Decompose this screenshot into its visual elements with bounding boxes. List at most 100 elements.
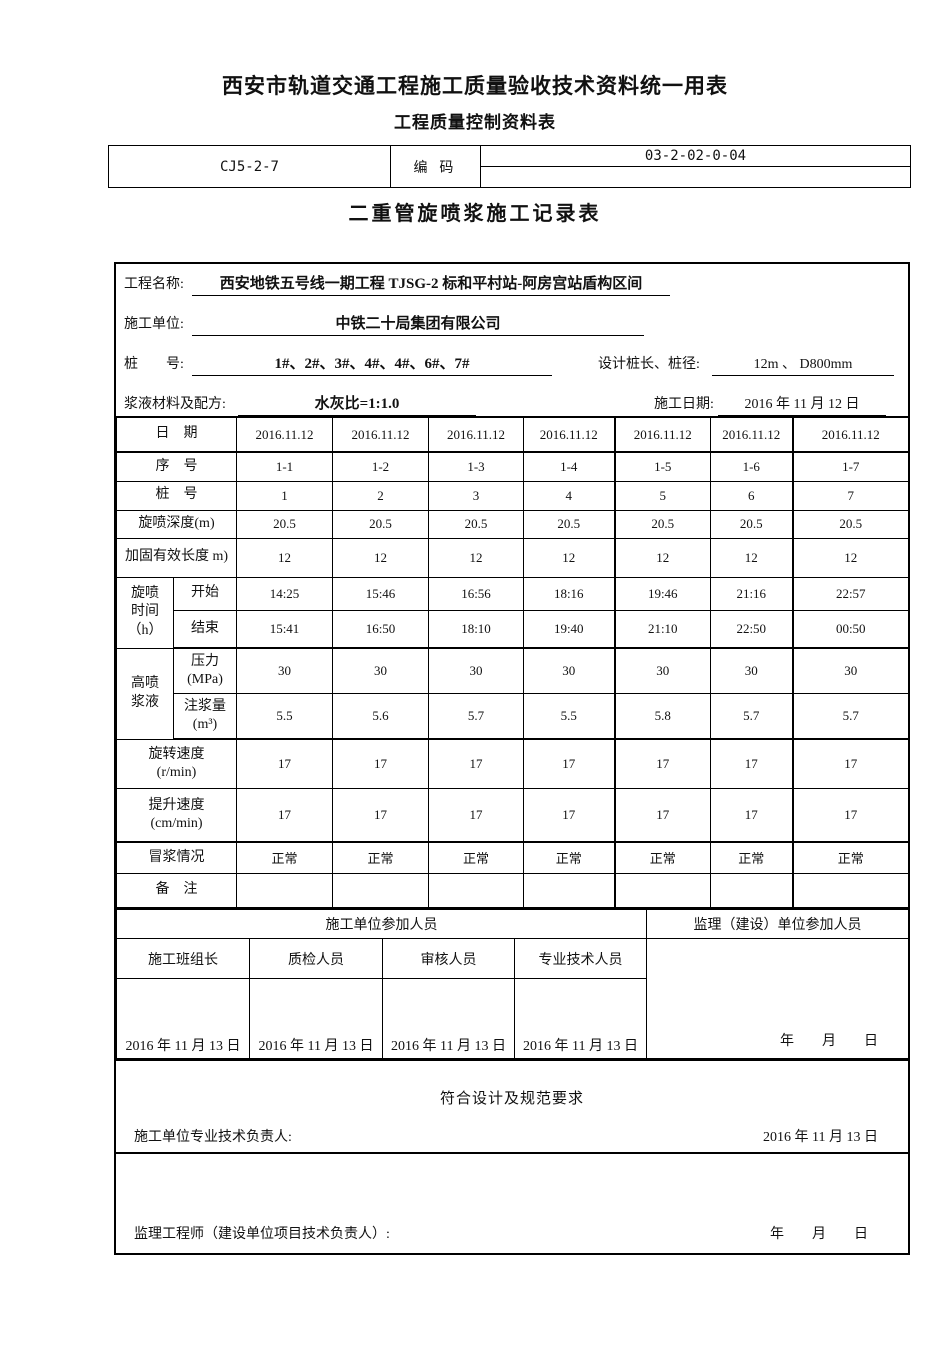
grid-cell: 2016.11.12 [791,416,908,453]
contractor-signoff-section: 符合设计及规范要求 施工单位专业技术负责人: 2016 年 11 月 13 日 [116,1059,908,1152]
grid-cell: 16:56 [428,576,524,611]
grid-cell: 5.5 [236,692,333,740]
role-technical-staff: 专业技术人员 [514,938,647,979]
grid-cell: 30 [428,647,524,694]
grid-cell [613,872,711,908]
grid-cell: 1-1 [236,451,333,482]
grid-cell: 17 [332,787,429,843]
project-name-label: 工程名称: [124,277,184,292]
grid-cell: 12 [236,537,333,578]
grid-cell: 17 [428,738,524,789]
code-table: CJ5-2-7 编 码 03-2-02-0-04 [108,145,911,188]
grid-cell: 正常 [332,841,429,874]
grid-cell: 4 [523,480,615,511]
row-group-jet-grout: 高喷 浆液 [116,647,174,740]
grid-cell: 12 [428,537,524,578]
grid-cell [710,872,793,908]
grid-cell: 3 [428,480,524,511]
form-number: CJ5-2-7 [108,145,391,188]
row-label-pile: 桩 号 [116,480,237,511]
grid-cell: 12 [710,537,793,578]
pile-no-label: 桩 号: [124,357,184,372]
grid-cell: 22:57 [791,576,908,611]
design-label: 设计桩长、桩径: [598,357,700,372]
row-label-grout-volume: 注浆量 (m³) [173,692,237,740]
signature-date: 2016 年 11 月 13 日 [514,978,647,1059]
grid-cell: 1-4 [523,451,615,482]
grid-cell: 5.8 [613,692,711,740]
grid-cell: 2016.11.12 [236,416,333,453]
grid-cell: 5 [613,480,711,511]
grid-cell: 2016.11.12 [613,416,711,453]
grid-cell: 14:25 [236,576,333,611]
grid-cell: 12 [791,537,908,578]
grid-cell: 12 [332,537,429,578]
supervisor-sign-area: 年 月 日 [646,938,908,1059]
grid-cell: 18:16 [523,576,615,611]
grid-cell: 1-7 [791,451,908,482]
grid-cell: 2016.11.12 [523,416,615,453]
grid-cell: 2016.11.12 [332,416,429,453]
tech-leader-date: 2016 年 11 月 13 日 [763,1130,878,1145]
date-value: 2016 年 11 月 12 日 [718,394,886,416]
grid-cell: 19:40 [523,609,615,649]
supervisor-participants-header: 监理（建设）单位参加人员 [646,908,908,939]
role-quality-inspector: 质检人员 [249,938,383,979]
conclusion-text: 符合设计及规范要求 [439,1091,584,1107]
grid-cell: 20.5 [791,509,908,539]
row-label-slurry-return: 冒浆情况 [116,841,237,874]
grid-cell: 30 [710,647,793,694]
grid-cell: 17 [428,787,524,843]
grid-cell: 正常 [613,841,711,874]
sub-title: 工程质量控制资料表 [394,113,556,132]
form-title: 二重管旋喷浆施工记录表 [348,203,602,225]
contractor-participants-header: 施工单位参加人员 [116,908,647,939]
record-form: 工程名称: 西安地铁五号线一期工程 TJSG-2 标和平村站-阿房宫站盾构区间 … [114,262,910,1255]
grid-cell: 21:10 [613,609,711,649]
grid-cell: 15:46 [332,576,429,611]
grid-cell [428,872,524,908]
grid-cell: 30 [236,647,333,694]
row-label-date: 日 期 [116,416,237,453]
code-value-blank [480,166,911,188]
grid-cell [791,872,908,908]
grid-cell: 20.5 [236,509,333,539]
grid-cell: 30 [791,647,908,694]
row-label-start: 开始 [173,576,237,611]
grid-cell: 22:50 [710,609,793,649]
grid-cell: 1-2 [332,451,429,482]
grid-cell: 30 [332,647,429,694]
grid-cell: 17 [236,738,333,789]
project-name-value: 西安地铁五号线一期工程 TJSG-2 标和平村站-阿房宫站盾构区间 [192,274,670,296]
grid-cell: 12 [613,537,711,578]
supervisor-signoff-section: 监理工程师（建设单位项目技术负责人）: 年 月 日 [116,1152,908,1253]
grid-cell: 正常 [236,841,333,874]
participants-table: 施工单位参加人员 监理（建设）单位参加人员 施工班组长 质检人员 审核人员 专业… [116,907,908,1059]
grid-cell [332,872,429,908]
row-label-depth: 旋喷深度(m) [116,509,237,539]
grid-cell: 12 [523,537,615,578]
row-label-lift-speed: 提升速度 (cm/min) [116,787,237,843]
grid-cell: 17 [332,738,429,789]
grid-cell: 2016.11.12 [428,416,524,453]
grid-cell: 5.7 [710,692,793,740]
grid-cell: 5.7 [791,692,908,740]
grid-cell: 16:50 [332,609,429,649]
grid-cell: 30 [523,647,615,694]
grid-cell: 5.5 [523,692,615,740]
grid-cell: 1-6 [710,451,793,482]
header-fields: 工程名称: 西安地铁五号线一期工程 TJSG-2 标和平村站-阿房宫站盾构区间 … [116,264,908,416]
grid-cell: 21:16 [710,576,793,611]
record-grid: 日 期 2016.11.12 2016.11.12 2016.11.12 201… [116,416,908,908]
grid-cell: 17 [523,787,615,843]
grid-cell: 18:10 [428,609,524,649]
signature-date: 2016 年 11 月 13 日 [382,978,515,1059]
grid-cell: 17 [710,787,793,843]
grid-cell: 17 [791,787,908,843]
code-label: 编 码 [390,145,481,188]
grid-cell: 17 [710,738,793,789]
grid-cell: 19:46 [613,576,711,611]
grid-cell: 20.5 [523,509,615,539]
grid-cell: 1-3 [428,451,524,482]
role-reviewer: 审核人员 [382,938,515,979]
